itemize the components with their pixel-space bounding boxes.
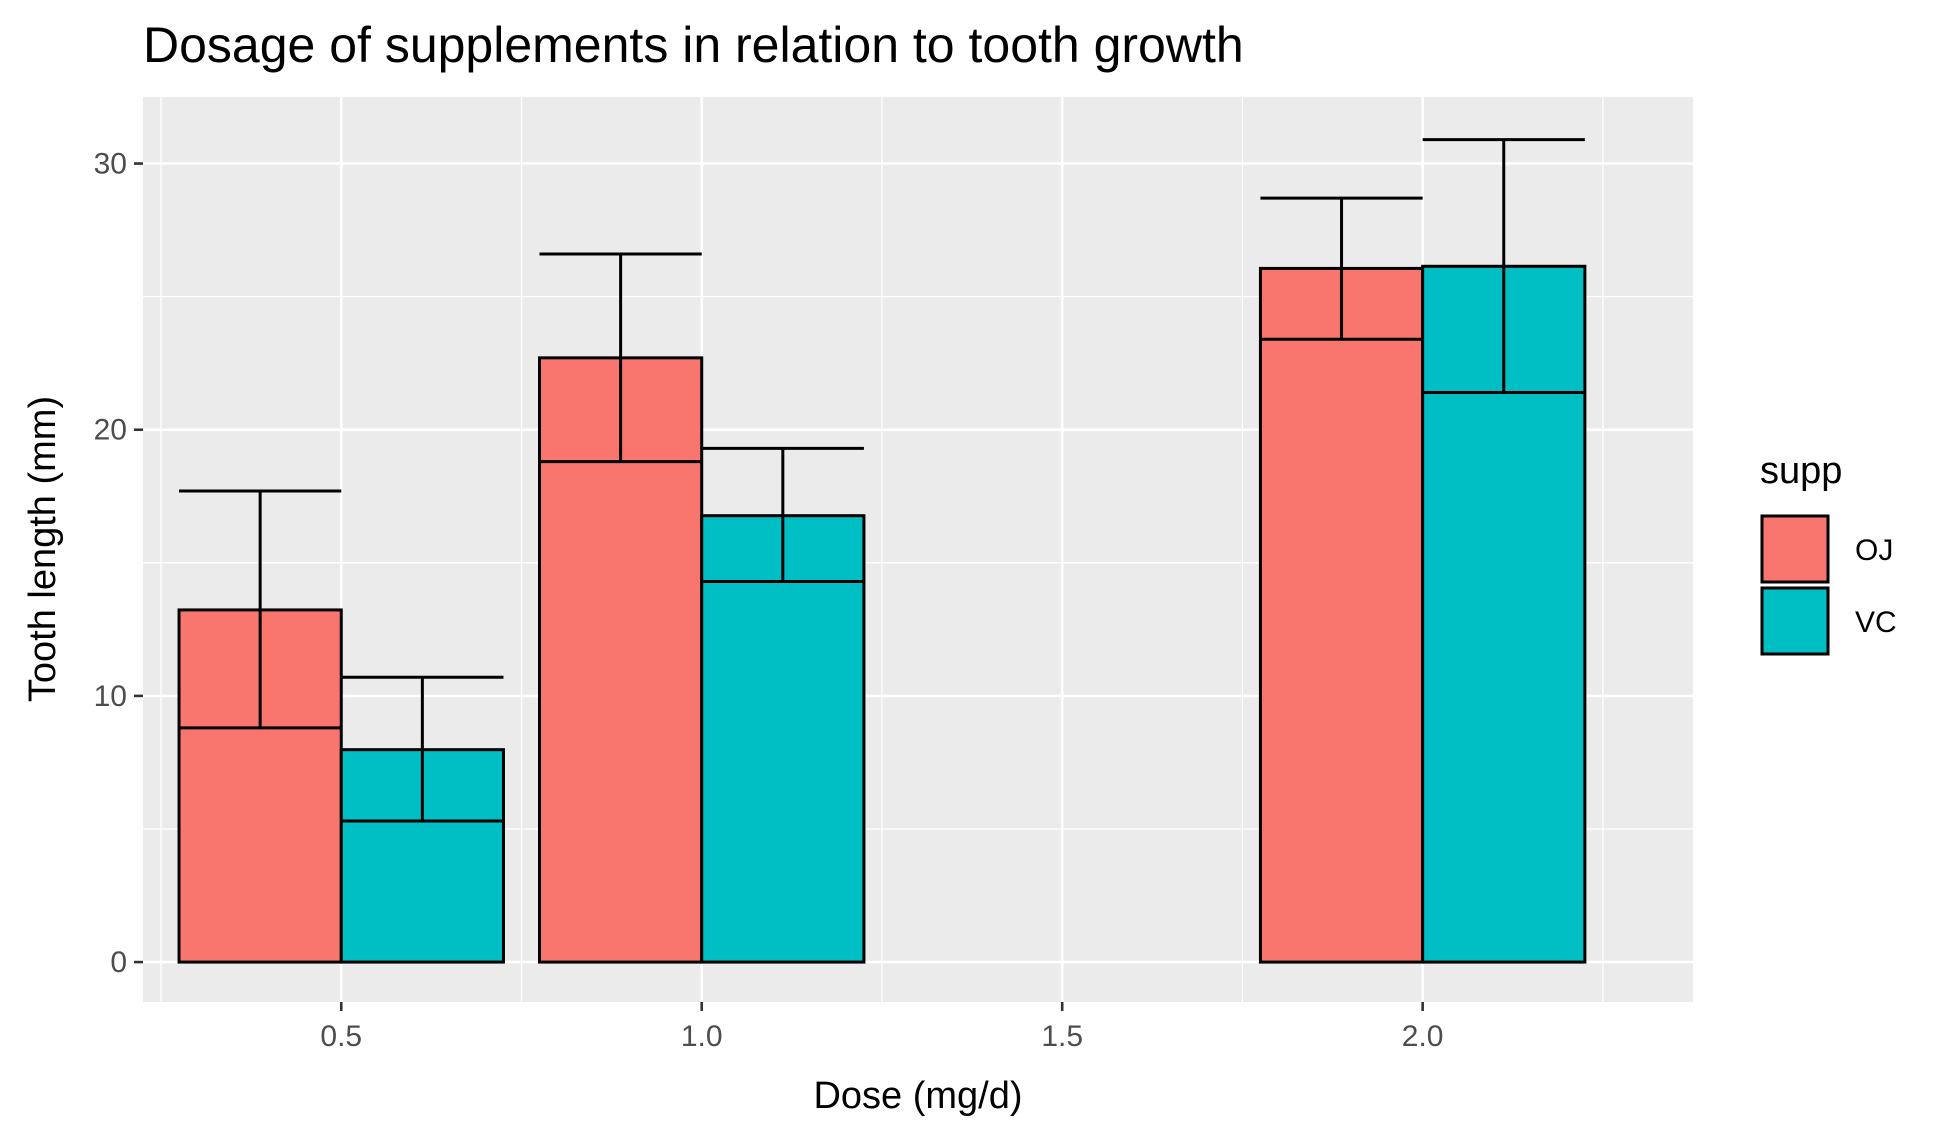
errorbar-vc — [1422, 138, 1585, 394]
bar-vc — [700, 514, 866, 964]
legend: supp OJ VC — [1760, 450, 1897, 656]
y-axis-title: Tooth length (mm) — [22, 396, 64, 702]
x-axis: 0.5 1.0 1.5 2.0 — [320, 1002, 1444, 1053]
y-tick-label: 0 — [110, 946, 127, 979]
errorbar-oj — [539, 252, 702, 464]
x-tick-label: 1.0 — [681, 1020, 723, 1053]
bar-oj — [1258, 266, 1425, 964]
legend-label-vc: VC — [1855, 606, 1897, 639]
x-tick-label: 1.5 — [1041, 1020, 1083, 1053]
errorbar-oj — [179, 489, 342, 730]
y-tick-label: 20 — [94, 414, 127, 447]
x-tick-label: 2.0 — [1402, 1020, 1444, 1053]
chart-title: Dosage of supplements in relation to too… — [143, 17, 1244, 73]
y-axis: 0 10 20 30 — [94, 148, 143, 979]
errorbar-oj — [1260, 196, 1423, 341]
y-tick-label: 10 — [94, 680, 127, 713]
bars — [177, 264, 1587, 964]
legend-swatch-oj — [1760, 514, 1830, 584]
y-tick-label: 30 — [94, 148, 127, 181]
x-tick-label: 0.5 — [320, 1020, 362, 1053]
legend-title: supp — [1760, 450, 1842, 492]
legend-label-oj: OJ — [1855, 534, 1893, 567]
legend-swatch-vc — [1760, 586, 1830, 656]
error-bars — [179, 138, 1585, 823]
errorbar-vc — [341, 675, 504, 823]
x-axis-title: Dose (mg/d) — [813, 1075, 1022, 1117]
errorbar-vc — [701, 446, 864, 583]
